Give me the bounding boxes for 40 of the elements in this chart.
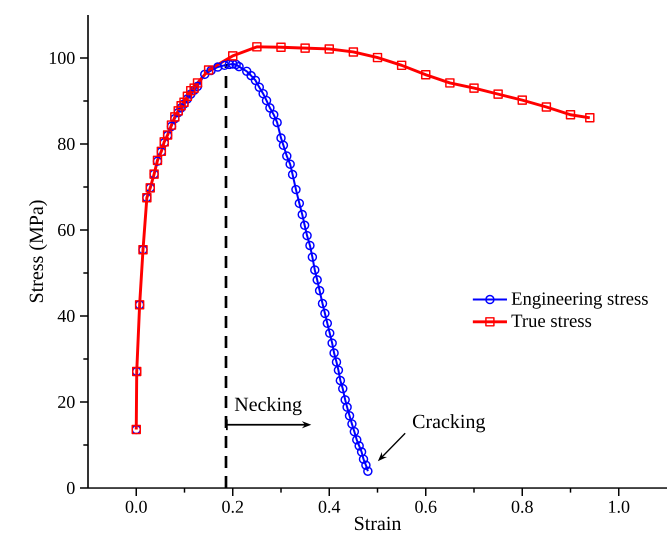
point (192, 78, 202, 88)
y-tick-label: 80 (58, 138, 75, 150)
x-tick-label: 0.6 (415, 500, 436, 513)
y-axis-title: Stress (MPa) (29, 200, 48, 302)
point (421, 70, 430, 80)
x-tick-label: 0.4 (318, 500, 340, 513)
legend-label: True stress (511, 314, 592, 328)
point (566, 110, 576, 120)
point (189, 83, 199, 93)
legend-label: Engineering stress (512, 292, 648, 309)
point (372, 52, 382, 62)
point (276, 42, 286, 52)
y-tick-label: 0 (66, 482, 75, 494)
point (348, 47, 358, 57)
point (204, 65, 214, 75)
x-axis-title: Strain (354, 516, 402, 530)
annotation: Necking (234, 397, 302, 416)
point (186, 86, 196, 96)
point (182, 92, 192, 101)
x-tick-label: 0.2 (222, 500, 244, 513)
point (445, 78, 455, 88)
point (396, 60, 406, 70)
x-tick-label: 0.8 (512, 500, 533, 513)
annotation: Cracking (412, 414, 486, 432)
point (469, 83, 479, 93)
y-tick-label: 100 (50, 52, 75, 64)
point (324, 44, 334, 54)
point (585, 113, 595, 122)
x-tick-label: 1.0 (609, 500, 630, 513)
x-tick-label: 0.0 (126, 500, 147, 513)
point (300, 43, 310, 53)
point (493, 89, 503, 99)
point (252, 42, 262, 52)
point (228, 51, 238, 61)
point (542, 102, 552, 112)
y-tick-label: 20 (58, 396, 75, 408)
y-tick-label: 40 (58, 310, 75, 322)
y-tick-label: 60 (58, 224, 75, 236)
point (176, 100, 186, 110)
point (518, 95, 527, 105)
